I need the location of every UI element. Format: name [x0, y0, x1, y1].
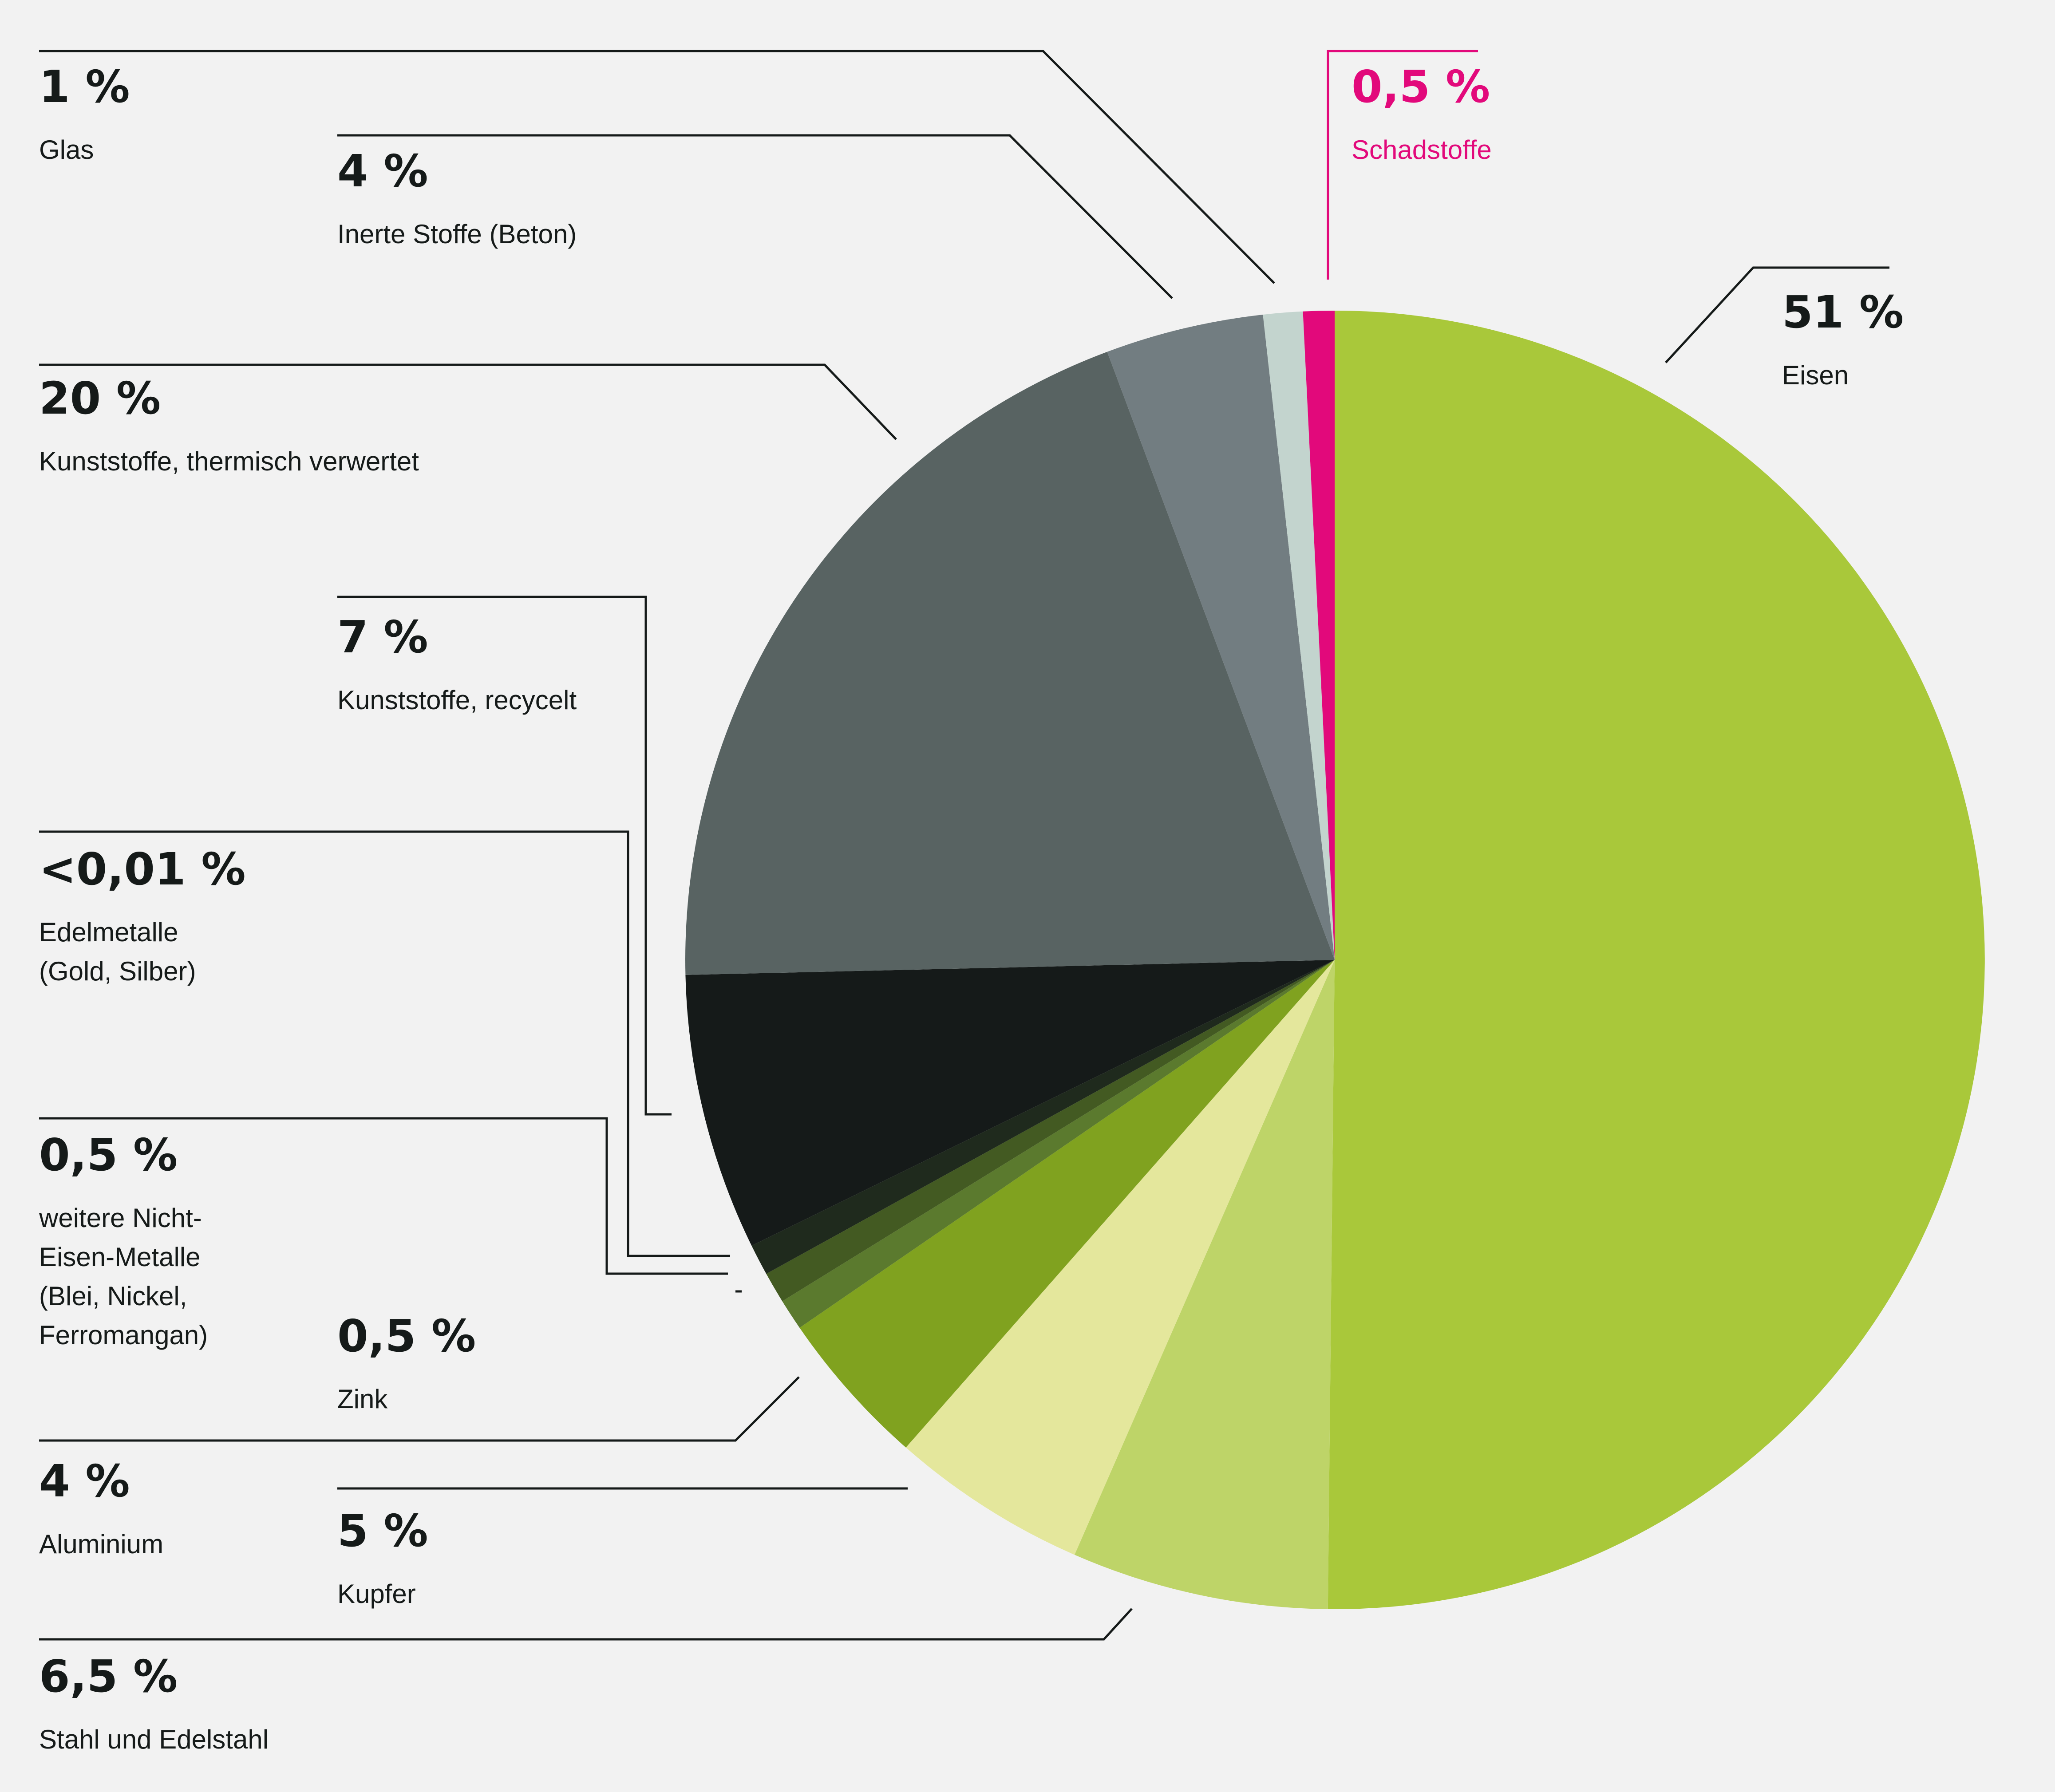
category-label-5-1: Eisen-Metalle: [39, 1242, 201, 1272]
leader-line-1: [39, 1608, 1133, 1641]
value-label-5: 0,5 %: [39, 1129, 178, 1181]
leader-line-11: [1327, 50, 1478, 280]
label-2: 5 % Kupfer: [337, 1487, 908, 1609]
category-label-9-0: Inerte Stoffe (Beton): [337, 219, 577, 249]
pie-slice-7: [685, 960, 1335, 1246]
value-label-0: 51 %: [1782, 286, 1904, 338]
pie-slice-9: [1107, 315, 1335, 960]
category-label-3-0: Aluminium: [39, 1529, 163, 1559]
leader-line-3: [39, 1376, 800, 1442]
pie-slice-6: [751, 960, 1335, 1274]
leader-line-0: [1665, 266, 1889, 363]
value-label-9: 4 %: [337, 145, 428, 197]
pie-slices: [685, 310, 1985, 1609]
pie-slice-8: [685, 351, 1335, 975]
pie-slice-10: [1263, 311, 1335, 960]
leader-line-7: [337, 596, 672, 1116]
leader-line-8: [39, 363, 897, 440]
value-label-1: 6,5 %: [39, 1650, 178, 1702]
pie-slice-2: [906, 960, 1335, 1555]
leader-line-10: [39, 50, 1275, 284]
label-1: 6,5 % Stahl und Edelstahl: [39, 1608, 1133, 1754]
label-0: 51 % Eisen: [1665, 266, 1904, 390]
category-label-0-0: Eisen: [1782, 360, 1849, 390]
category-label-6-0: Edelmetalle: [39, 917, 178, 947]
pie-slice-4: [782, 960, 1335, 1328]
category-label-7-0: Kunststoffe, recycelt: [337, 685, 577, 715]
value-label-6: <0,01 %: [39, 843, 246, 895]
category-label-6-1: (Gold, Silber): [39, 956, 196, 986]
category-label-1-0: Stahl und Edelstahl: [39, 1725, 269, 1754]
value-label-2: 5 %: [337, 1505, 428, 1557]
leader-line-5: [39, 1117, 728, 1275]
category-label-5-0: weitere Nicht-: [39, 1203, 202, 1233]
label-7: 7 % Kunststoffe, recycelt: [337, 596, 672, 1116]
category-label-2-0: Kupfer: [337, 1579, 416, 1609]
category-label-8-0: Kunststoffe, thermisch verwertet: [39, 446, 419, 476]
label-10: 1 % Glas: [39, 50, 1275, 284]
pie-slice-1: [1075, 960, 1335, 1609]
label-9: 4 % Inerte Stoffe (Beton): [337, 134, 1173, 299]
label-5: 0,5 % weitere Nicht- Eisen-Metalle (Blei, N…: [39, 1117, 728, 1350]
leader-line-6: [39, 830, 730, 1257]
value-label-10: 1 %: [39, 61, 130, 113]
value-label-8: 20 %: [39, 372, 161, 424]
value-label-7: 7 %: [337, 611, 428, 663]
pie-slice-3: [799, 960, 1335, 1448]
category-label-10-0: Glas: [39, 135, 94, 165]
value-label-3: 4 %: [39, 1455, 130, 1507]
pie-labels: 51 % Eisen 6,5 % Stahl und Edelstahl 5 % Kupf…: [39, 50, 1904, 1754]
category-label-5-3: Ferromangan): [39, 1320, 208, 1350]
label-11: 0,5 % Schadstoffe: [1327, 50, 1492, 280]
value-label-11: 0,5 %: [1352, 61, 1490, 113]
pie-slice-11: [1303, 310, 1335, 960]
label-4: 0,5 % Zink: [337, 1290, 742, 1414]
leader-line-9: [337, 134, 1173, 299]
pie-slice-5: [766, 960, 1335, 1302]
category-label-4-0: Zink: [337, 1384, 388, 1414]
value-label-4: 0,5 %: [337, 1310, 476, 1362]
category-label-5-2: (Blei, Nickel,: [39, 1281, 187, 1311]
label-6: <0,01 % Edelmetalle (Gold, Silber): [39, 830, 730, 1257]
category-label-11-0: Schadstoffe: [1352, 135, 1492, 165]
label-8: 20 % Kunststoffe, thermisch verwertet: [39, 363, 897, 476]
pie-slice-0: [1328, 310, 1985, 1609]
label-3: 4 % Aluminium: [39, 1376, 800, 1559]
